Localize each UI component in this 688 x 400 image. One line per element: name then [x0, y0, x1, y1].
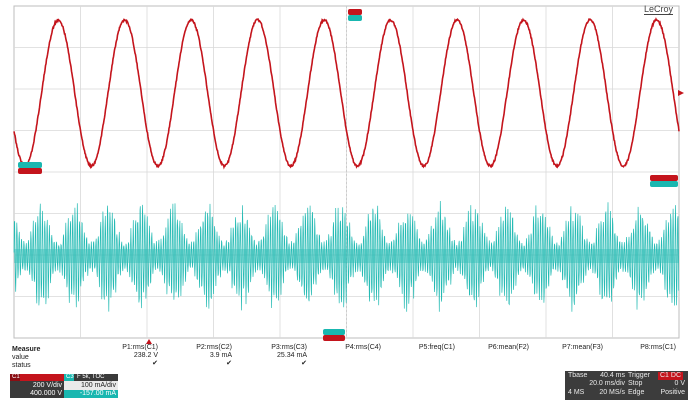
measure-name: P4:rms(C4) — [321, 344, 381, 352]
sample-rate: 20 MS/s — [590, 389, 625, 397]
measure-name: P5:freq(C1) — [395, 344, 455, 352]
time-per-div: 20.0 ms/div — [568, 380, 625, 388]
waveform-area[interactable] — [0, 0, 688, 344]
brand-logo: LeCroy — [644, 4, 673, 15]
sample-count: 4 MS — [568, 389, 584, 397]
channel-c3-mode: F 5k, TOC — [77, 373, 104, 381]
measure-col-p8[interactable]: P8:rms(C1) — [616, 344, 676, 352]
trigger-position-marker-bottom-red — [323, 335, 345, 341]
tbase-label: Tbase — [568, 372, 587, 380]
channel-c3-descriptor[interactable]: C3 F 5k, TOC 100 mA/div -157.00 mA — [64, 374, 118, 398]
c1-offset: 400.000 V — [30, 390, 62, 398]
trigger-slope: Positive — [651, 389, 685, 397]
measure-col-p2[interactable]: P2:rms(C2) 3.9 mA ✔ — [172, 344, 232, 368]
channel-c3-label: C3 — [66, 373, 74, 381]
status-label: status — [12, 362, 31, 370]
trigger-position-marker-top — [348, 9, 362, 15]
trigger-level: 0 V — [660, 380, 685, 388]
measure-col-p5[interactable]: P5:freq(C1) — [395, 344, 455, 352]
measure-status-check-icon: ✔ — [172, 360, 232, 368]
trigger-mode: Stop — [628, 380, 642, 388]
trigger-type: Edge — [628, 389, 644, 397]
c3-dense-band — [14, 249, 679, 263]
c3-ref-marker-right — [650, 181, 678, 187]
measure-name: P1:rms(C1) — [98, 344, 158, 352]
trigger-label: Trigger — [628, 372, 650, 380]
c3-offset: -157.00 mA — [80, 390, 116, 398]
measure-name: P6:mean(F2) — [469, 344, 529, 352]
trigger-position-marker-bottom — [323, 329, 345, 335]
measure-col-p7[interactable]: P7:mean(F3) — [543, 344, 603, 352]
c1-ref-marker-left — [18, 168, 42, 174]
measure-name: P2:rms(C2) — [172, 344, 232, 352]
timebase-trigger-panel[interactable]: Tbase 40.4 ms Trigger C1 DC 20.0 ms/div … — [565, 371, 688, 400]
measure-name: P3:rms(C3) — [247, 344, 307, 352]
c3-ref-marker-left — [18, 162, 42, 168]
trigger-level-arrow — [678, 90, 684, 96]
trigger-position-marker-top-cyan — [348, 15, 362, 21]
measure-col-p1[interactable]: P1:rms(C1) 238.2 V ✔ — [98, 344, 158, 368]
channel-c1-label: C1 — [12, 373, 20, 381]
c1-scale: 200 V/div — [33, 382, 62, 390]
measure-value: 238.2 V — [98, 352, 158, 360]
channel-c1-descriptor[interactable]: C1 200 V/div 400.000 V — [10, 374, 64, 398]
measure-col-p6[interactable]: P6:mean(F2) — [469, 344, 529, 352]
measure-value: 3.9 mA — [172, 352, 232, 360]
c1-ref-marker-right — [650, 175, 678, 181]
measure-col-p4[interactable]: P4:rms(C4) — [321, 344, 381, 352]
measure-status-check-icon: ✔ — [247, 360, 307, 368]
measure-value: 25.34 mA — [247, 352, 307, 360]
value-label: value — [12, 354, 29, 362]
measure-status-check-icon: ✔ — [98, 360, 158, 368]
measure-name: P8:rms(C1) — [616, 344, 676, 352]
measure-col-p3[interactable]: P3:rms(C3) 25.34 mA ✔ — [247, 344, 307, 368]
c3-scale: 100 mA/div — [81, 382, 116, 390]
tbase-value: 40.4 ms — [595, 372, 625, 380]
measure-label: Measure — [12, 346, 40, 354]
trigger-source-badge: C1 DC — [658, 372, 683, 380]
measure-name: P7:mean(F3) — [543, 344, 603, 352]
